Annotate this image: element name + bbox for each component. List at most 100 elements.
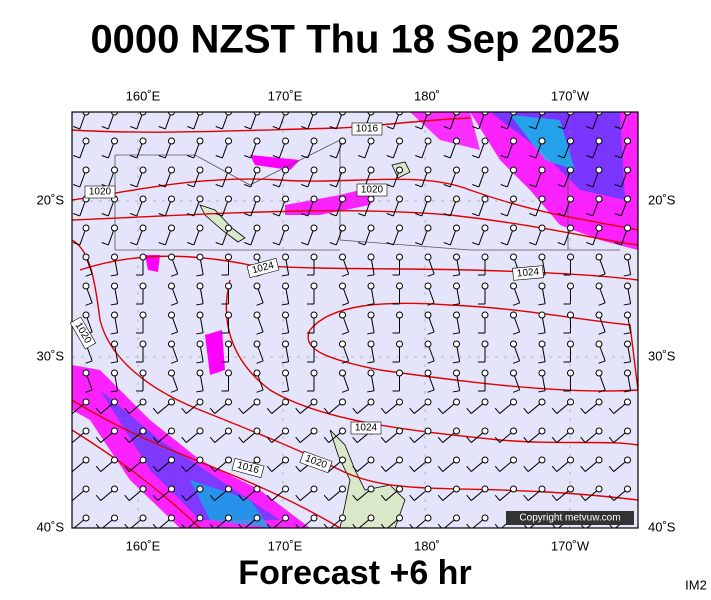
wind-barb xyxy=(215,242,223,246)
wind-barb xyxy=(225,369,232,377)
wind-barb xyxy=(481,195,489,203)
wind-barb xyxy=(424,166,432,174)
wind-barb xyxy=(367,398,375,406)
wind-barb xyxy=(339,340,346,348)
wind-barb xyxy=(111,112,118,116)
wind-barb xyxy=(82,282,90,290)
wind-barb xyxy=(466,407,472,414)
wind-barb xyxy=(452,361,460,364)
wind-barb xyxy=(110,303,118,306)
copyright-box xyxy=(506,511,634,525)
wind-barb xyxy=(111,282,118,290)
wind-barb xyxy=(282,398,289,406)
wind-barb xyxy=(624,369,631,377)
wind-barb xyxy=(551,494,558,501)
wind-barb xyxy=(580,407,586,414)
wind-barb xyxy=(130,155,138,159)
wind-barb xyxy=(595,282,603,290)
wind-barb xyxy=(580,494,586,501)
wind-barb xyxy=(310,112,318,116)
wind-barb xyxy=(124,436,130,443)
wind-barb xyxy=(295,523,300,528)
wind-barb xyxy=(170,360,178,364)
wind-barb xyxy=(323,494,330,501)
wind-barb xyxy=(281,303,289,306)
wind-barb xyxy=(386,213,394,217)
wind-barb xyxy=(111,427,118,435)
wind-barb xyxy=(181,465,187,472)
wind-barb xyxy=(367,361,375,364)
wind-barb xyxy=(225,398,232,406)
wind-barb xyxy=(427,389,435,393)
wind-barb xyxy=(282,485,289,493)
wind-barb xyxy=(253,398,261,406)
wind-barb xyxy=(415,126,423,130)
wind-barb xyxy=(386,126,394,130)
wind-barb xyxy=(624,166,631,174)
wind-barb xyxy=(567,195,574,203)
wind-barb xyxy=(282,369,289,377)
wind-barb xyxy=(301,126,309,130)
wind-barb xyxy=(295,494,301,501)
wind-barb xyxy=(73,184,81,188)
wind-barb xyxy=(510,427,517,435)
wind-barb xyxy=(396,137,403,145)
wind-barb xyxy=(101,155,109,159)
wind-barb xyxy=(494,465,501,472)
wind-barb xyxy=(196,390,204,393)
wind-barb xyxy=(595,340,603,348)
isobar-labels: 1016 1020 1020 1024 1024 1020 1024 1016 … xyxy=(69,122,544,479)
lon-label: 170˚E xyxy=(268,538,303,553)
wind-barb xyxy=(380,407,387,414)
wind-barb xyxy=(443,126,451,130)
wind-barb xyxy=(310,137,318,145)
wind-barb xyxy=(196,303,204,306)
wind-barb xyxy=(510,456,517,464)
wind-barb xyxy=(168,456,175,464)
wind-barb xyxy=(282,340,289,348)
wind-barb xyxy=(266,465,273,472)
wind-barb xyxy=(339,137,346,145)
wind-barb xyxy=(396,166,403,174)
wind-barb xyxy=(453,224,460,232)
wind-barb xyxy=(481,485,489,493)
wind-barb xyxy=(415,184,423,188)
wind-barb xyxy=(196,195,204,203)
wind-barb xyxy=(329,126,337,130)
wind-barb xyxy=(282,112,289,116)
wind-barb xyxy=(196,332,204,335)
wind-barb xyxy=(82,456,90,464)
wind-barb xyxy=(282,253,289,261)
lat-label: 40˚S xyxy=(648,519,676,534)
wind-barb xyxy=(244,126,252,130)
wind-barb xyxy=(341,360,349,364)
wind-barb xyxy=(209,465,216,472)
wind-barb xyxy=(452,332,460,335)
wind-barb xyxy=(209,436,216,443)
isobar-label: 1024 xyxy=(355,423,378,434)
wind-barb xyxy=(538,456,546,464)
wind-barb xyxy=(329,213,337,217)
wind-barb xyxy=(380,494,387,501)
wind-barb xyxy=(139,253,147,261)
wind-barb xyxy=(196,282,204,290)
wind-barb xyxy=(567,427,574,435)
precipitation xyxy=(72,112,638,528)
wind-barb xyxy=(238,436,244,443)
wind-barb xyxy=(409,523,414,528)
wind-barb xyxy=(623,390,631,393)
wind-barb xyxy=(557,155,565,159)
wind-barb xyxy=(437,436,444,443)
wind-barb xyxy=(586,242,594,246)
wind-barb xyxy=(624,253,631,261)
wind-barb xyxy=(295,465,301,472)
wind-barb xyxy=(339,456,346,464)
wind-barb xyxy=(396,398,403,406)
wind-barb xyxy=(608,407,615,414)
lon-label: 180˚ xyxy=(414,538,440,553)
wind-barb xyxy=(538,137,546,145)
wind-barb xyxy=(481,427,489,435)
wind-barb xyxy=(424,224,432,232)
wind-barb xyxy=(472,242,480,246)
wind-barb xyxy=(73,155,81,159)
